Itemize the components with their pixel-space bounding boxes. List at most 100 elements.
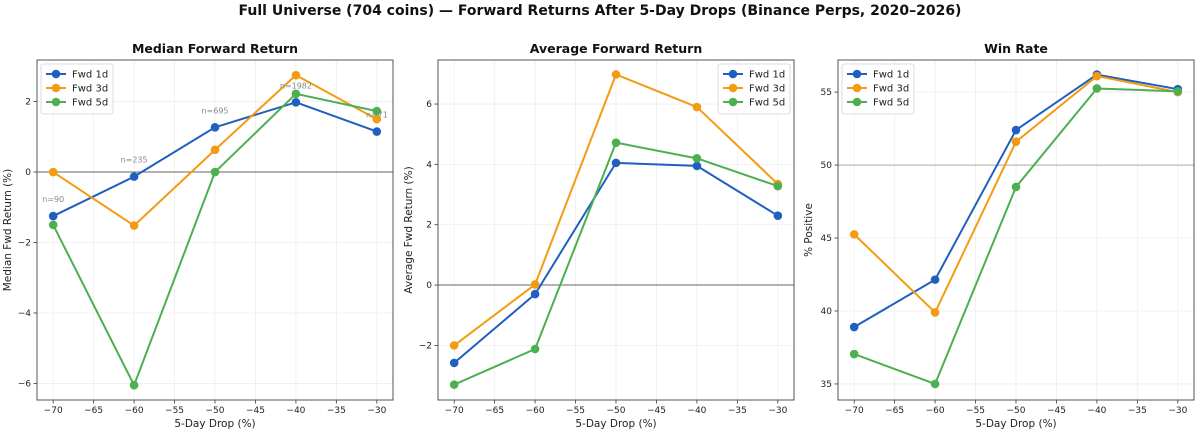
data-point	[1011, 182, 1021, 192]
data-point	[530, 344, 540, 354]
panel-3: −70 −65 −60 −55 −50 −45 −40 −35 −30 35 40 45 50 55 Win…	[803, 41, 1195, 430]
panel-title: Median Forward Return	[132, 41, 298, 56]
axes-frame	[837, 59, 1195, 401]
data-point	[291, 70, 301, 80]
y-tick-label: −6	[18, 379, 32, 389]
data-point	[930, 275, 940, 284]
y-axis-label: Average Fwd Return (%)	[403, 166, 415, 293]
data-point	[449, 358, 459, 368]
data-point	[611, 138, 621, 147]
x-tick-label: −65	[485, 406, 504, 416]
sample-count-annotation: n=71	[366, 111, 388, 120]
x-tick-label: −65	[84, 406, 103, 416]
x-tick-label: −35	[1128, 406, 1147, 416]
y-tick-label: 55	[821, 88, 832, 98]
y-tick-label: 50	[821, 161, 833, 171]
legend-marker	[51, 97, 61, 107]
legend-marker	[51, 69, 61, 79]
y-tick-label: 45	[821, 234, 832, 244]
data-point	[210, 167, 220, 177]
legend-label: Fwd 3d	[72, 84, 108, 95]
x-tick-label: −45	[647, 406, 666, 416]
legend-marker	[728, 97, 738, 107]
data-point	[530, 289, 540, 299]
data-point	[611, 70, 621, 79]
x-tick-label: −35	[327, 406, 346, 416]
x-tick-label: −55	[566, 406, 585, 416]
x-tick-label: −50	[607, 406, 626, 416]
legend-label: Fwd 3d	[749, 84, 785, 95]
legend-label: Fwd 1d	[72, 70, 108, 81]
axes-frame	[36, 59, 394, 401]
data-point	[48, 211, 58, 221]
y-axis-label: Median Fwd Return (%)	[2, 169, 14, 292]
y-tick-label: 35	[821, 380, 832, 390]
data-point	[210, 122, 220, 132]
data-point	[692, 161, 702, 171]
data-point	[210, 145, 220, 155]
x-tick-label: −55	[966, 406, 985, 416]
legend-label: Fwd 3d	[873, 84, 909, 95]
x-tick-label: −55	[165, 406, 184, 416]
data-point	[1011, 125, 1021, 135]
legend-marker	[852, 97, 862, 107]
x-tick-label: −60	[926, 406, 945, 416]
legend-label: Fwd 5d	[72, 98, 108, 109]
data-point	[849, 349, 859, 359]
data-point	[129, 221, 139, 230]
y-axis-label: % Positive	[803, 203, 815, 257]
data-point	[930, 308, 940, 317]
data-point	[48, 167, 58, 177]
y-tick-label: 0	[426, 281, 432, 291]
data-point	[849, 230, 859, 239]
legend: Fwd 1d Fwd 3d Fwd 5d	[717, 63, 791, 115]
axes-frame	[437, 59, 795, 401]
panel-title: Win Rate	[984, 41, 1048, 56]
data-point	[372, 114, 382, 124]
x-axis-label: 5-Day Drop (%)	[174, 418, 255, 430]
sample-count-annotation: n=1982	[280, 81, 312, 90]
x-axis-label: 5-Day Drop (%)	[575, 418, 656, 430]
x-tick-label: −70	[845, 406, 864, 416]
x-tick-label: −30	[1168, 406, 1187, 416]
data-point	[773, 181, 783, 191]
y-tick-label: −4	[18, 309, 32, 319]
x-tick-label: −50	[1007, 406, 1026, 416]
y-tick-label: 2	[25, 98, 31, 108]
y-tick-label: 6	[426, 100, 432, 110]
figure-title: Full Universe (704 coins) — Forward Retu…	[238, 3, 962, 19]
x-tick-label: −40	[1087, 406, 1106, 416]
y-tick-label: −2	[419, 341, 432, 351]
panel-title: Average Forward Return	[530, 41, 703, 56]
legend-label: Fwd 1d	[873, 70, 909, 81]
x-axis-label: 5-Day Drop (%)	[975, 418, 1056, 430]
y-tick-label: 40	[821, 307, 833, 317]
y-tick-label: −2	[18, 239, 31, 249]
panel-1: −70 −65 −60 −55 −50 −45 −40 −35 −30 −6 −4 −2 0 2 n=90 n…	[2, 41, 394, 430]
data-point	[129, 172, 139, 181]
data-point	[611, 158, 621, 168]
data-point	[692, 154, 702, 163]
sample-count-annotation: n=695	[201, 106, 228, 115]
legend-marker	[728, 83, 738, 93]
y-tick-label: 2	[426, 221, 432, 231]
data-point	[773, 211, 783, 220]
x-tick-label: −30	[768, 406, 787, 416]
legend: Fwd 1d Fwd 3d Fwd 5d	[40, 63, 114, 115]
data-point	[1011, 137, 1021, 147]
data-point	[849, 322, 859, 332]
data-point	[372, 127, 382, 136]
data-point	[692, 102, 702, 112]
legend-marker	[852, 69, 862, 79]
legend-marker	[852, 83, 862, 93]
legend-marker	[728, 69, 738, 79]
data-point	[372, 106, 382, 116]
data-point	[291, 97, 301, 107]
data-point	[48, 220, 58, 230]
data-point	[449, 341, 459, 350]
panel-2: −70 −65 −60 −55 −50 −45 −40 −35 −30 −2 0 2 4 6 Average…	[403, 41, 795, 430]
data-point	[291, 89, 301, 99]
x-tick-label: −35	[728, 406, 747, 416]
data-point	[530, 280, 540, 289]
